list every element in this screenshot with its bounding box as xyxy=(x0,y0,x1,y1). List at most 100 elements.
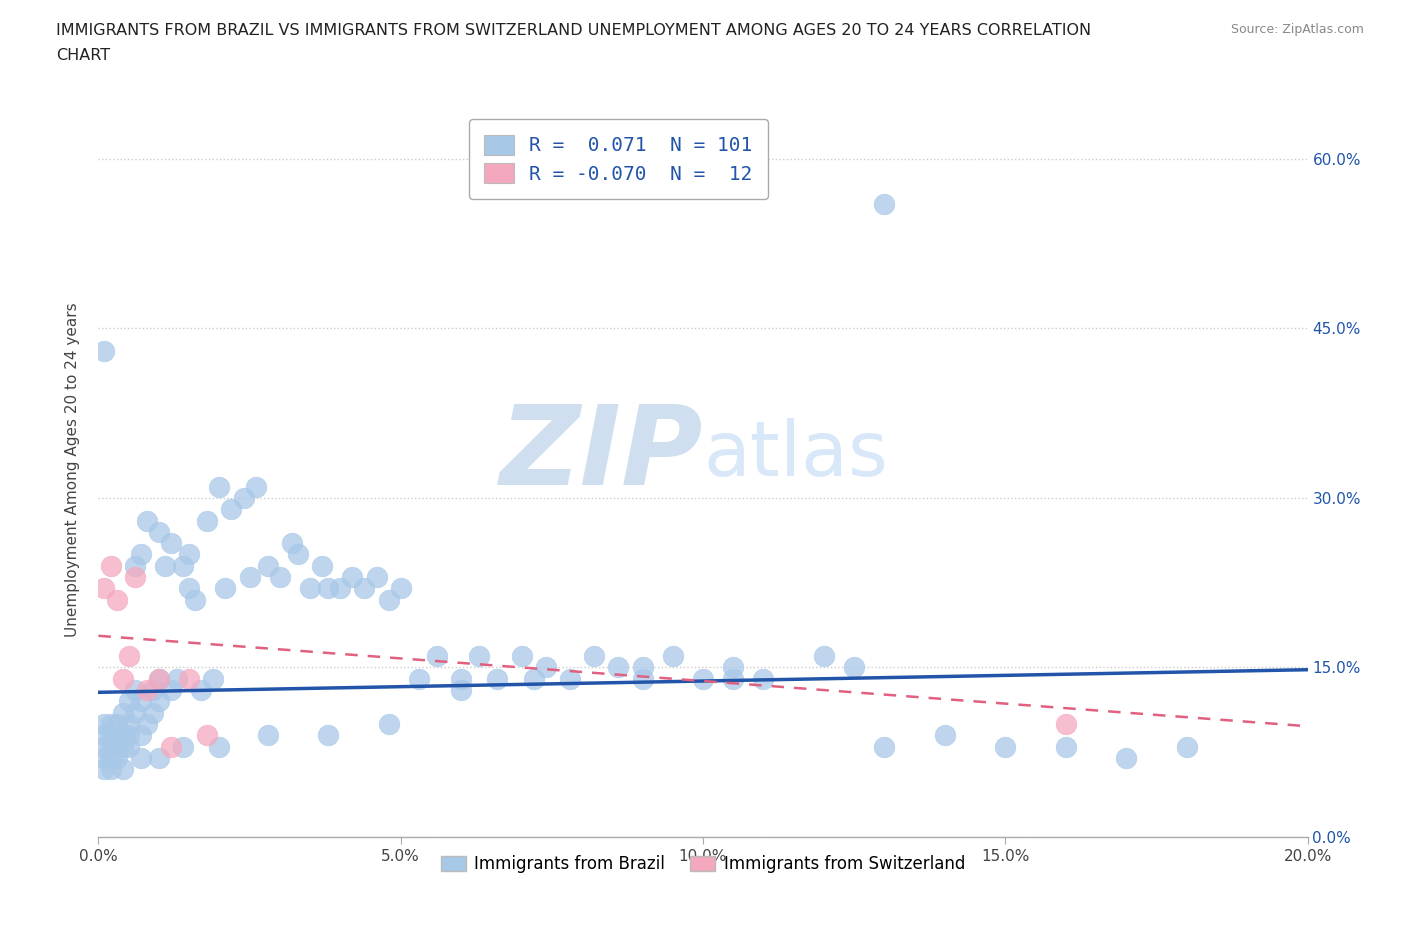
Point xyxy=(723,660,745,675)
Point xyxy=(111,739,134,754)
Point xyxy=(111,671,134,686)
Point xyxy=(184,592,207,607)
Point xyxy=(510,649,533,664)
Point xyxy=(93,716,115,731)
Point xyxy=(160,536,183,551)
Point xyxy=(311,558,333,573)
Point xyxy=(93,728,115,743)
Point xyxy=(269,569,291,584)
Point xyxy=(844,660,866,675)
Point xyxy=(408,671,430,686)
Point xyxy=(148,525,170,539)
Point xyxy=(142,705,165,720)
Point xyxy=(426,649,449,664)
Point xyxy=(1054,739,1077,754)
Point xyxy=(124,569,146,584)
Point xyxy=(148,694,170,709)
Point xyxy=(353,581,375,596)
Point xyxy=(105,716,128,731)
Point xyxy=(214,581,236,596)
Point xyxy=(111,762,134,777)
Point xyxy=(873,739,896,754)
Point xyxy=(1175,739,1198,754)
Point xyxy=(118,728,141,743)
Point xyxy=(160,683,183,698)
Point xyxy=(583,649,606,664)
Point xyxy=(105,592,128,607)
Point xyxy=(93,739,115,754)
Point xyxy=(190,683,212,698)
Point xyxy=(118,649,141,664)
Point xyxy=(287,547,309,562)
Point xyxy=(111,705,134,720)
Point xyxy=(100,728,122,743)
Point xyxy=(100,716,122,731)
Point xyxy=(135,513,157,528)
Point xyxy=(93,343,115,358)
Text: atlas: atlas xyxy=(703,418,887,492)
Point xyxy=(486,671,509,686)
Point xyxy=(389,581,412,596)
Point xyxy=(118,716,141,731)
Point xyxy=(129,694,152,709)
Point xyxy=(100,762,122,777)
Text: ZIP: ZIP xyxy=(499,402,703,509)
Point xyxy=(377,716,399,731)
Point xyxy=(208,479,231,494)
Point xyxy=(129,728,152,743)
Point xyxy=(111,728,134,743)
Point xyxy=(873,196,896,211)
Point xyxy=(631,660,654,675)
Point xyxy=(148,671,170,686)
Point xyxy=(752,671,775,686)
Point xyxy=(468,649,491,664)
Point xyxy=(208,739,231,754)
Point xyxy=(239,569,262,584)
Point xyxy=(124,558,146,573)
Point xyxy=(142,683,165,698)
Text: Source: ZipAtlas.com: Source: ZipAtlas.com xyxy=(1230,23,1364,36)
Point xyxy=(316,581,339,596)
Point xyxy=(299,581,322,596)
Point xyxy=(692,671,714,686)
Point xyxy=(202,671,225,686)
Point xyxy=(281,536,304,551)
Point xyxy=(523,671,546,686)
Point xyxy=(607,660,630,675)
Point xyxy=(179,671,201,686)
Point xyxy=(534,660,557,675)
Legend: Immigrants from Brazil, Immigrants from Switzerland: Immigrants from Brazil, Immigrants from … xyxy=(434,849,972,880)
Point xyxy=(105,739,128,754)
Point xyxy=(93,751,115,765)
Point xyxy=(232,490,254,505)
Text: IMMIGRANTS FROM BRAZIL VS IMMIGRANTS FROM SWITZERLAND UNEMPLOYMENT AMONG AGES 20: IMMIGRANTS FROM BRAZIL VS IMMIGRANTS FRO… xyxy=(56,23,1091,38)
Point xyxy=(558,671,581,686)
Point xyxy=(118,694,141,709)
Point xyxy=(153,558,176,573)
Point xyxy=(316,728,339,743)
Point xyxy=(1115,751,1137,765)
Point xyxy=(93,581,115,596)
Point xyxy=(105,728,128,743)
Point xyxy=(723,671,745,686)
Point xyxy=(1054,716,1077,731)
Y-axis label: Unemployment Among Ages 20 to 24 years: Unemployment Among Ages 20 to 24 years xyxy=(65,302,80,637)
Point xyxy=(160,739,183,754)
Point xyxy=(179,547,201,562)
Point xyxy=(105,751,128,765)
Point xyxy=(631,671,654,686)
Point xyxy=(100,558,122,573)
Point xyxy=(195,513,218,528)
Point xyxy=(100,739,122,754)
Point xyxy=(129,547,152,562)
Point xyxy=(93,762,115,777)
Point xyxy=(256,558,278,573)
Point xyxy=(450,683,472,698)
Point xyxy=(118,739,141,754)
Point xyxy=(377,592,399,607)
Point xyxy=(129,751,152,765)
Point xyxy=(135,683,157,698)
Point xyxy=(172,558,194,573)
Point xyxy=(100,751,122,765)
Point xyxy=(148,751,170,765)
